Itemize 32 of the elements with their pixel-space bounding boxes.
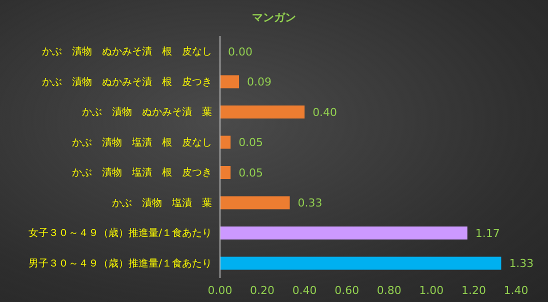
y-tick-label: かぶ 漬物 塩漬 根 皮つき	[72, 166, 212, 179]
y-tick-label: かぶ 漬物 ぬかみそ漬 根 皮なし	[42, 46, 212, 58]
bar	[220, 166, 231, 179]
y-tick-label: 男子３０～４９（歳）推進量/１食あたり	[28, 257, 212, 270]
bar	[220, 75, 240, 88]
data-label: 0.00	[228, 45, 253, 58]
x-tick-label: 0.80	[376, 284, 402, 297]
bar	[220, 136, 231, 149]
bar	[220, 256, 502, 270]
data-label: 1.33	[509, 257, 534, 270]
bar	[220, 106, 305, 118]
x-tick-label: 1.40	[504, 284, 528, 297]
x-tick-label: 0.40	[292, 284, 317, 297]
data-label: 0.09	[247, 76, 272, 89]
data-label: 0.40	[312, 106, 338, 119]
x-tick-label: 1.20	[461, 284, 486, 297]
chart-title: マンガン	[251, 10, 297, 25]
x-tick-label: 0.00	[208, 284, 232, 297]
y-tick-label: かぶ 漬物 塩漬 根 皮なし	[72, 136, 212, 148]
bar	[220, 196, 290, 210]
data-label: 0.33	[298, 196, 322, 210]
y-tick-label: かぶ 漬物 ぬかみそ漬 葉	[82, 106, 212, 118]
data-label: 1.17	[475, 226, 500, 240]
y-tick-label: かぶ 漬物 塩漬 葉	[112, 196, 212, 209]
bar	[220, 226, 468, 240]
x-tick-label: 1.00	[419, 284, 444, 297]
x-tick-label: 0.20	[250, 284, 275, 297]
x-tick-label: 0.60	[334, 284, 360, 297]
data-label: 0.05	[238, 166, 264, 180]
y-tick-label: 女子３０～４９（歳）推進量/１食あたり	[28, 227, 212, 240]
y-tick-label: かぶ 漬物 ぬかみそ漬 根 皮つき	[42, 76, 212, 88]
data-label: 0.05	[238, 136, 264, 150]
